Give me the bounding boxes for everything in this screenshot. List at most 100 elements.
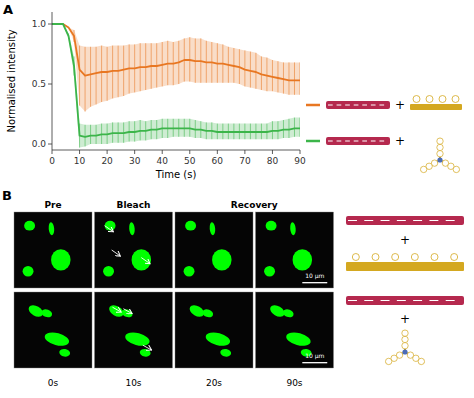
series-line	[52, 24, 300, 137]
gold-circle	[453, 166, 459, 172]
gold-circle	[372, 254, 379, 261]
error-bar	[112, 46, 113, 99]
x-tick	[162, 150, 163, 154]
cell-blob	[23, 266, 34, 277]
gold-circle	[439, 96, 446, 103]
bleach-arrow	[112, 250, 121, 256]
x-tick-label: 10	[74, 156, 86, 166]
image-tile	[95, 212, 173, 288]
error-bar	[85, 125, 86, 147]
tristar-center	[402, 349, 407, 354]
gold-circle	[402, 343, 408, 349]
error-bar	[96, 47, 97, 105]
panel-label: B	[2, 188, 12, 203]
error-bar	[123, 46, 124, 96]
x-tick	[52, 150, 53, 154]
error-bar	[85, 47, 86, 112]
gold-circle	[385, 358, 391, 364]
crimson-dash	[364, 220, 373, 221]
crimson-dash	[371, 141, 376, 142]
cell-blob	[139, 348, 151, 357]
gold-circle	[402, 330, 408, 336]
x-axis-label: Time (s)	[155, 169, 197, 180]
legend-swatch	[306, 140, 320, 143]
y-tick	[48, 84, 52, 85]
cell-blob	[24, 221, 35, 231]
crimson-dash	[413, 300, 422, 301]
bleach-arrow	[123, 309, 132, 314]
gold-circle	[352, 254, 359, 261]
x-tick-label: 50	[184, 156, 196, 166]
crimson-dash	[337, 141, 342, 142]
cell-blob	[48, 222, 55, 235]
image-tile	[175, 212, 253, 288]
gold-circle	[413, 96, 420, 103]
x-tick-label: 30	[129, 156, 141, 166]
plot-area	[52, 24, 300, 148]
x-tick-label: 70	[239, 156, 251, 166]
error-bar	[244, 50, 245, 86]
x-axis-line	[52, 150, 300, 151]
image-tile	[14, 212, 92, 288]
error-bar	[90, 125, 91, 144]
gold-circle	[451, 254, 458, 261]
column-header: Recovery	[231, 200, 278, 210]
axes: 01020304050607080900.00.51.0	[32, 12, 306, 166]
time-label: 20s	[206, 378, 222, 388]
cell-blob	[282, 308, 295, 319]
y-tick-label: 1.0	[32, 19, 47, 29]
error-bar	[283, 62, 284, 93]
x-tick	[272, 150, 273, 154]
x-tick	[217, 150, 218, 154]
panel-label: A	[3, 2, 13, 17]
cell-blob	[43, 330, 70, 348]
y-axis-line	[52, 12, 53, 150]
crimson-dash	[362, 141, 367, 142]
series-line	[52, 24, 300, 80]
error-bar	[300, 118, 301, 137]
gold-circle	[437, 144, 443, 150]
image-tile	[175, 292, 253, 368]
crimson-dash	[328, 141, 333, 142]
crimson-dash	[354, 105, 359, 106]
time-label: 0s	[48, 378, 59, 388]
crimson-dash	[381, 220, 390, 221]
y-tick	[48, 144, 52, 145]
cell-blob	[293, 249, 313, 270]
scale-bar	[302, 362, 327, 363]
crimson-dash	[345, 105, 350, 106]
bleach-arrow	[143, 345, 152, 350]
error-bar	[272, 60, 273, 91]
crimson-bar	[326, 137, 390, 145]
tristar-center	[437, 157, 442, 162]
gold-circle	[402, 336, 408, 342]
gold-bar	[346, 262, 464, 271]
crimson-dash	[381, 300, 390, 301]
plus-sign: +	[395, 98, 405, 112]
crimson-dash	[397, 300, 406, 301]
bleach-arrow	[112, 307, 121, 312]
x-tick-label: 20	[101, 156, 113, 166]
image-tile	[256, 292, 334, 368]
gold-circle	[420, 166, 426, 172]
error-band	[52, 24, 300, 112]
gold-circle	[437, 151, 443, 157]
error-bar	[255, 53, 256, 89]
gold-circle	[426, 96, 433, 103]
x-tick	[244, 150, 245, 154]
error-bar	[101, 46, 102, 102]
cell-blob	[121, 308, 134, 319]
crimson-dash	[348, 220, 357, 221]
gold-circle	[431, 254, 438, 261]
gold-bar	[410, 104, 462, 110]
bleach-arrow	[141, 258, 150, 264]
crimson-dash	[429, 220, 438, 221]
crimson-bar	[346, 216, 464, 225]
crimson-dash	[446, 220, 455, 221]
plus-sign: +	[400, 312, 410, 326]
gold-circle	[418, 358, 424, 364]
error-bar	[277, 61, 278, 92]
column-header: Bleach	[117, 200, 151, 210]
cell-blob	[124, 330, 151, 348]
error-bar	[294, 62, 295, 94]
